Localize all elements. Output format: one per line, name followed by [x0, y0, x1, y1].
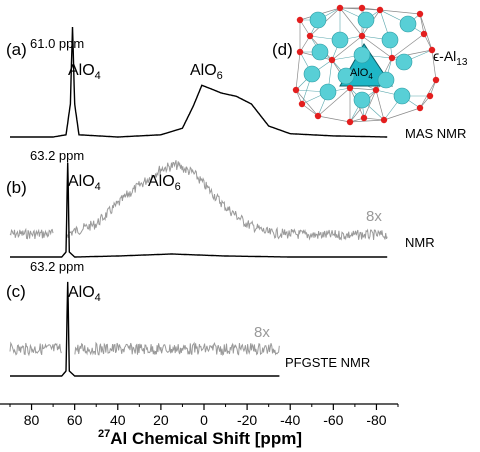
al-atom-sphere [393, 87, 411, 105]
alo4-label-c: AlO4 [68, 284, 101, 304]
al-atom-sphere [395, 53, 413, 71]
al-atom-sphere [357, 11, 375, 29]
series-label-b: NMR [405, 235, 435, 250]
bond-line [361, 35, 393, 59]
bond-line [349, 119, 385, 123]
series-c-main [10, 281, 280, 377]
bond-line [295, 89, 319, 117]
alo4-label-a: AlO4 [68, 62, 101, 82]
bond-line [295, 51, 301, 91]
bond-line [331, 35, 363, 61]
oxygen-atom [346, 118, 354, 126]
bond-line [317, 115, 351, 123]
bond-line [379, 9, 421, 15]
scale-label-b: 8x [366, 208, 382, 225]
bond-line [375, 89, 385, 121]
alo6-label-a: AlO6 [190, 62, 223, 82]
bond-line [383, 107, 421, 121]
x-tick-label: -60 [323, 412, 343, 428]
inset-center-label: AlO4 [350, 67, 373, 81]
al-atom-sphere [377, 71, 395, 89]
crystal-inset: (d) AlO4 ϵ-Al13 [272, 4, 468, 126]
oxygen-atom [420, 30, 428, 38]
series-b-main [10, 162, 388, 258]
panel-a-label: (a) [6, 40, 27, 59]
oxygen-atom [416, 104, 424, 112]
oxygen-atom [296, 16, 304, 24]
x-tick-label: 40 [110, 412, 126, 428]
al-atom-sphere [353, 91, 371, 109]
x-axis: 80 60 40 20 0 -20 -40 -60 -80 [0, 403, 399, 428]
oxygen-atom [298, 100, 306, 108]
oxygen-atom [296, 48, 304, 56]
alo4-label-b: AlO4 [68, 173, 101, 193]
al-atom-sphere [319, 83, 337, 101]
oxygen-atom [336, 4, 344, 12]
bond-line [391, 33, 425, 59]
alo6-label-b: AlO6 [148, 173, 181, 193]
al-atom-sphere [399, 15, 417, 33]
x-tick-label: 60 [67, 412, 83, 428]
oxygen-atom [328, 56, 336, 64]
peak-shift-c: 63.2 ppm [30, 259, 84, 274]
al-atom-sphere [303, 65, 321, 83]
scale-label-c: 8x [254, 324, 270, 341]
peak-shift-b: 63.2 ppm [30, 148, 84, 163]
bond-line [301, 103, 319, 117]
oxygen-atom [380, 116, 388, 124]
x-tick-label: 80 [24, 412, 40, 428]
panel-d-label: (d) [272, 40, 293, 59]
x-tick-label: -40 [280, 412, 300, 428]
series-label-a: MAS NMR [405, 126, 466, 141]
al-atom-sphere [353, 46, 371, 64]
oxygen-atom [360, 114, 368, 122]
bond-line [339, 7, 363, 37]
oxygen-atom [358, 4, 366, 12]
x-tick-label: -20 [237, 412, 257, 428]
inset-title: ϵ-Al13 [433, 48, 468, 68]
oxygen-atom [376, 6, 384, 14]
al-atom-sphere [331, 31, 349, 49]
al-atom-sphere [311, 43, 329, 61]
bond-line [349, 87, 377, 91]
oxygen-atom [306, 32, 314, 40]
oxygen-atom [346, 84, 354, 92]
x-tick-label: -80 [366, 412, 386, 428]
x-tick-label: 20 [153, 412, 169, 428]
bond-line [317, 87, 351, 117]
oxygen-atom [426, 92, 434, 100]
panel-c-label: (c) [6, 282, 26, 301]
oxygen-atom [358, 32, 366, 40]
x-axis-title: 27Al Chemical Shift [ppm] [98, 428, 302, 448]
al13-structure-image [292, 4, 440, 126]
oxygen-atom [416, 10, 424, 18]
series-label-c: PFGSTE NMR [285, 355, 370, 370]
al-atom-sphere [381, 31, 399, 49]
oxygen-atom [432, 76, 440, 84]
series-b-scaled-8x [9, 160, 388, 241]
oxygen-atom [314, 112, 322, 120]
bond-line [363, 117, 385, 121]
bond-line [363, 89, 377, 119]
oxygen-atom [428, 46, 436, 54]
series-c-scaled-8x [9, 341, 280, 357]
bond-line [431, 49, 437, 81]
oxygen-atom [292, 86, 300, 94]
al-atom-sphere [337, 67, 355, 85]
x-tick-label: 0 [200, 412, 208, 428]
al-atom-sphere [309, 11, 327, 29]
bond-line [419, 13, 425, 35]
peak-shift-a: 61.0 ppm [30, 36, 84, 51]
oxygen-atom [372, 86, 380, 94]
panel-b-label: (b) [6, 178, 27, 197]
curves-layer [9, 26, 388, 377]
oxygen-atom [388, 54, 396, 62]
series-a-main [10, 26, 388, 138]
